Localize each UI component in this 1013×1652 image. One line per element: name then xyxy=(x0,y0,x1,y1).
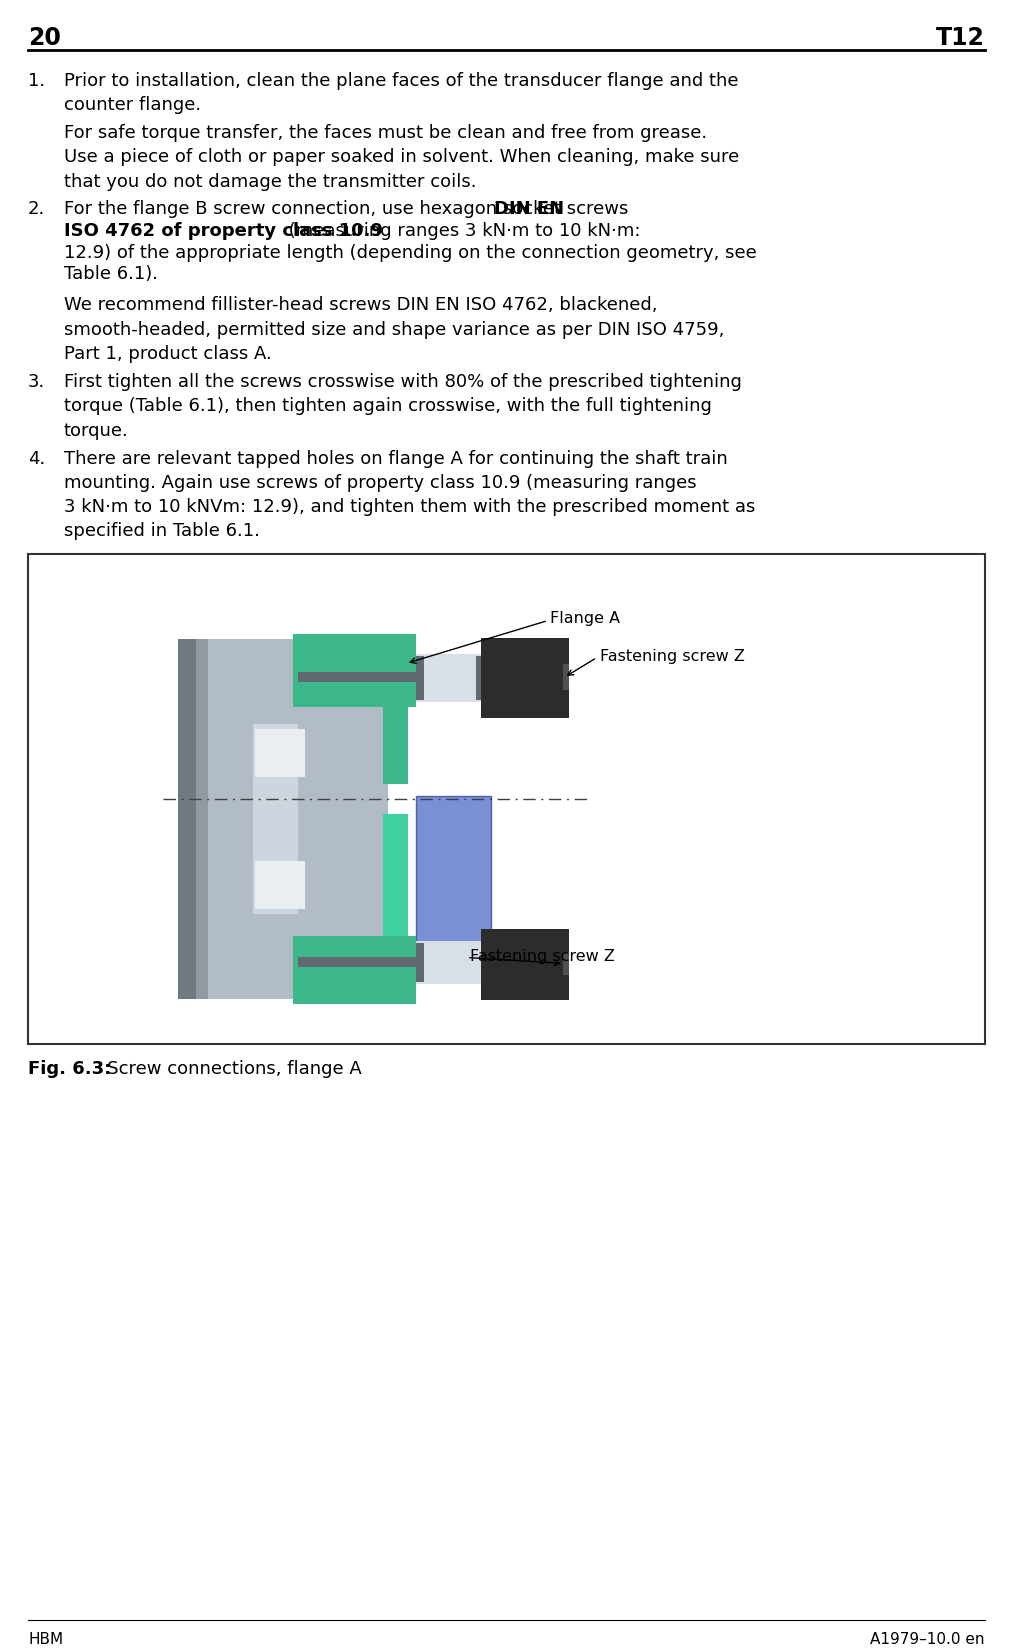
Bar xyxy=(298,672,416,682)
Text: Flange A: Flange A xyxy=(550,611,620,626)
Text: 1.: 1. xyxy=(28,73,46,89)
Text: Prior to installation, clean the plane faces of the transducer flange and the
co: Prior to installation, clean the plane f… xyxy=(64,73,738,114)
Text: Table 6.1).: Table 6.1). xyxy=(64,264,158,282)
Text: 2.: 2. xyxy=(28,200,46,218)
Text: We recommend fillister-head screws DIN EN ISO 4762, blackened,
smooth-headed, pe: We recommend fillister-head screws DIN E… xyxy=(64,296,724,363)
Text: T12: T12 xyxy=(936,26,985,50)
Bar xyxy=(476,656,481,699)
Bar xyxy=(196,639,208,998)
Text: ISO 4762 of property class 10.9: ISO 4762 of property class 10.9 xyxy=(64,221,383,240)
Bar xyxy=(28,553,985,1044)
Bar xyxy=(383,813,408,935)
Bar xyxy=(255,729,305,776)
Bar xyxy=(253,724,298,914)
Text: Fastening screw Z: Fastening screw Z xyxy=(470,948,615,963)
Bar xyxy=(293,633,416,707)
Bar xyxy=(563,952,569,975)
Text: First tighten all the screws crosswise with 80% of the prescribed tightening
tor: First tighten all the screws crosswise w… xyxy=(64,373,742,439)
Bar xyxy=(481,928,569,999)
Text: For safe torque transfer, the faces must be clean and free from grease.
Use a pi: For safe torque transfer, the faces must… xyxy=(64,124,739,190)
Text: Screw connections, flange A: Screw connections, flange A xyxy=(90,1059,362,1077)
Bar xyxy=(298,957,416,966)
Text: There are relevant tapped holes on flange A for continuing the shaft train
mount: There are relevant tapped holes on flang… xyxy=(64,449,756,540)
Text: 12.9) of the appropriate length (depending on the connection geometry, see: 12.9) of the appropriate length (dependi… xyxy=(64,243,757,261)
Bar xyxy=(298,639,388,998)
Bar xyxy=(416,943,424,981)
Text: Fastening screw Z: Fastening screw Z xyxy=(600,649,745,664)
Bar xyxy=(293,935,416,1003)
Text: Fig. 6.3:: Fig. 6.3: xyxy=(28,1059,111,1077)
Bar xyxy=(383,707,408,783)
Bar xyxy=(253,639,298,724)
Bar xyxy=(416,796,491,958)
Bar xyxy=(178,639,196,998)
Bar xyxy=(416,654,481,702)
Text: 20: 20 xyxy=(28,26,61,50)
Text: DIN EN: DIN EN xyxy=(494,200,564,218)
Text: 3.: 3. xyxy=(28,373,46,392)
Bar xyxy=(255,861,305,909)
Bar xyxy=(416,656,424,699)
Text: (measuring ranges 3 kN·m to 10 kN·m:: (measuring ranges 3 kN·m to 10 kN·m: xyxy=(283,221,640,240)
Text: 4.: 4. xyxy=(28,449,46,468)
Bar xyxy=(416,940,481,983)
Text: For the flange B screw connection, use hexagon socket screws: For the flange B screw connection, use h… xyxy=(64,200,634,218)
Bar xyxy=(481,638,569,717)
Bar xyxy=(253,914,298,998)
Text: A1979–10.0 en: A1979–10.0 en xyxy=(870,1632,985,1647)
Bar xyxy=(563,664,569,689)
Text: HBM: HBM xyxy=(28,1632,63,1647)
Bar xyxy=(178,639,253,998)
Bar xyxy=(491,935,559,988)
